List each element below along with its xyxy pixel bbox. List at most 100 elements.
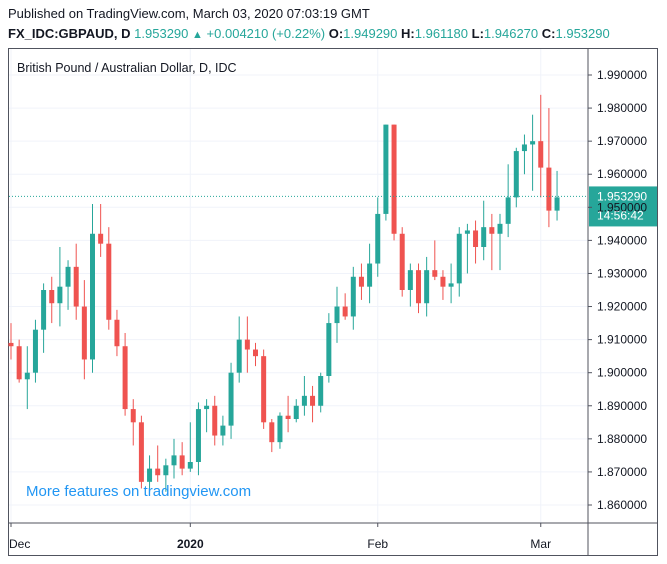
candle-body — [171, 455, 177, 466]
candle[interactable] — [244, 316, 250, 373]
candle[interactable] — [416, 263, 421, 314]
y-tick-label: 1.960000 — [597, 167, 647, 181]
candle[interactable] — [90, 204, 95, 373]
candle[interactable] — [293, 399, 299, 423]
candle-body — [301, 395, 307, 406]
candle-body — [65, 266, 71, 287]
candle[interactable] — [187, 422, 193, 472]
candle[interactable] — [277, 412, 283, 449]
candle[interactable] — [521, 134, 527, 175]
y-tick-label: 1.880000 — [597, 432, 647, 446]
candle[interactable] — [57, 247, 63, 327]
candle[interactable] — [179, 442, 185, 476]
candle[interactable] — [195, 402, 201, 476]
candle[interactable] — [32, 319, 38, 383]
candle-body — [106, 243, 112, 320]
candle-body — [318, 376, 324, 406]
close-label: C: — [541, 26, 556, 41]
candle-body — [464, 230, 470, 234]
chart-frame[interactable] — [8, 48, 658, 556]
candle-body — [253, 349, 258, 357]
candle[interactable] — [448, 263, 454, 304]
candle-body — [481, 227, 487, 247]
candle[interactable] — [228, 362, 234, 439]
candle[interactable] — [513, 147, 519, 208]
candle[interactable] — [301, 376, 307, 416]
candle[interactable] — [554, 170, 560, 221]
candle-body — [187, 462, 193, 469]
candle[interactable] — [456, 227, 462, 297]
price-change: +0.004210 (+0.22%) — [206, 26, 326, 41]
candle[interactable] — [432, 240, 438, 281]
candle-body — [285, 415, 291, 419]
candle[interactable] — [98, 204, 104, 257]
candle[interactable] — [24, 346, 30, 410]
candle[interactable] — [253, 342, 258, 367]
candle[interactable] — [358, 263, 364, 300]
candle[interactable] — [65, 260, 71, 310]
candle[interactable] — [41, 283, 47, 353]
candle-body — [179, 455, 185, 469]
y-tick-label: 1.890000 — [597, 399, 647, 413]
candle[interactable] — [473, 220, 479, 264]
candle[interactable] — [489, 213, 495, 271]
candle[interactable] — [546, 108, 552, 228]
candle[interactable] — [114, 309, 120, 357]
candle[interactable] — [538, 94, 544, 198]
candle[interactable] — [342, 293, 348, 320]
candle[interactable] — [350, 266, 356, 330]
candle[interactable] — [440, 270, 446, 300]
candle[interactable] — [16, 339, 22, 383]
candle[interactable] — [261, 349, 267, 429]
candle[interactable] — [130, 399, 136, 446]
candle[interactable] — [220, 415, 226, 446]
symbol-quote-line: FX_IDC:GBPAUD, D 1.953290 ▲ +0.004210 (+… — [8, 26, 610, 41]
candle[interactable] — [464, 223, 470, 274]
candle[interactable] — [334, 286, 340, 343]
candle-body — [391, 124, 397, 234]
candle[interactable] — [481, 200, 487, 261]
candle-body — [122, 346, 128, 410]
candle[interactable] — [163, 458, 169, 492]
candle[interactable] — [285, 395, 291, 433]
candle-body — [73, 266, 79, 307]
candle[interactable] — [497, 213, 503, 271]
candle[interactable] — [375, 197, 381, 277]
candle[interactable] — [106, 227, 112, 330]
candle-body — [489, 227, 495, 234]
candle-body — [440, 276, 446, 287]
candle[interactable] — [204, 399, 210, 433]
candle[interactable] — [171, 438, 177, 479]
candle[interactable] — [81, 280, 87, 380]
candle-body — [261, 356, 267, 423]
candle-body — [505, 197, 511, 224]
candle[interactable] — [73, 243, 79, 320]
candle[interactable] — [138, 415, 144, 489]
candle[interactable] — [326, 313, 332, 383]
candle[interactable] — [399, 227, 405, 297]
candle[interactable] — [269, 419, 275, 453]
candle-body — [236, 339, 242, 373]
candle[interactable] — [367, 243, 373, 304]
tradingview-watermark[interactable]: More features on tradingview.com — [26, 483, 252, 500]
y-tick-label: 1.970000 — [597, 134, 647, 148]
candle[interactable] — [155, 445, 161, 482]
candle[interactable] — [318, 372, 324, 413]
candle-body — [130, 409, 136, 423]
candle[interactable] — [49, 276, 55, 324]
candle[interactable] — [147, 455, 153, 492]
candle[interactable] — [383, 124, 389, 221]
candle[interactable] — [391, 124, 397, 241]
candle[interactable] — [310, 385, 316, 423]
candle[interactable] — [530, 114, 536, 191]
candle[interactable] — [236, 316, 242, 383]
candle[interactable] — [122, 333, 128, 416]
candle[interactable] — [8, 323, 14, 360]
candle[interactable] — [424, 256, 430, 317]
candle[interactable] — [407, 263, 413, 307]
candle[interactable] — [212, 395, 218, 446]
candle[interactable] — [505, 164, 511, 238]
grid-lines — [9, 49, 588, 523]
published-info: Published on TradingView.com, March 03, … — [8, 6, 370, 21]
